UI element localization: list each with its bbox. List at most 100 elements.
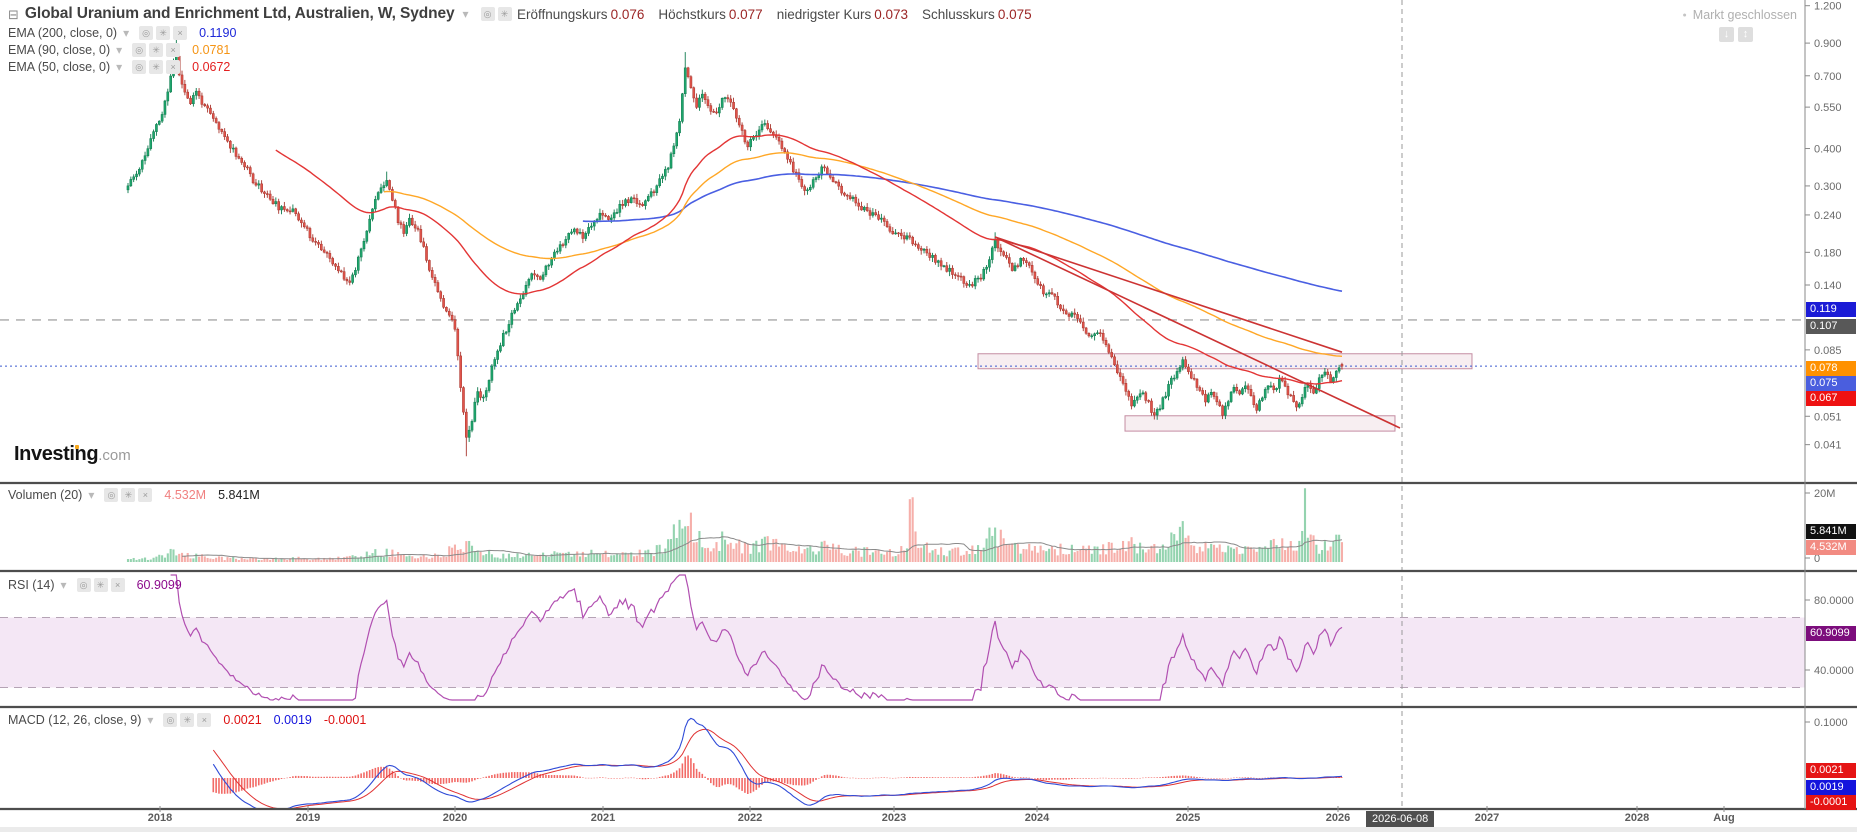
close-icon[interactable]: × xyxy=(166,60,181,74)
chevron-down-icon[interactable]: ▾ xyxy=(88,488,95,502)
macd-tick-label: 0.1000 xyxy=(1814,717,1848,729)
high-value: 0.077 xyxy=(728,7,763,22)
year-label: 2027 xyxy=(1474,812,1500,824)
ema50-value: 0.0672 xyxy=(192,60,231,74)
logo-suffix: .com xyxy=(98,447,131,464)
visibility-icon[interactable]: ◎ xyxy=(132,60,147,74)
macd-line xyxy=(212,717,1343,808)
legend-ema90: EMA (90, close, 0) ▾ ◎ ✳ × 0.0781 xyxy=(8,43,230,57)
symbol-buttons: ◎ ✳ xyxy=(480,7,512,21)
arrow-updown-icon[interactable]: ↕ xyxy=(1738,27,1753,42)
rsi-value: 60.9099 xyxy=(136,578,182,592)
symbol-header: ⊟ Global Uranium and Enrichment Ltd, Aus… xyxy=(8,5,512,23)
close-icon[interactable]: × xyxy=(197,713,212,727)
chevron-down-icon[interactable]: ▾ xyxy=(147,713,154,727)
settings-icon[interactable]: ✳ xyxy=(180,713,195,727)
rsi-band xyxy=(0,617,1805,688)
settings-icon[interactable]: ✳ xyxy=(497,7,512,21)
status-dot-icon: ● xyxy=(1682,11,1687,19)
close-icon[interactable]: × xyxy=(138,488,153,502)
close-label: Schlusskurs xyxy=(922,7,995,22)
price-tick-label: 0.900 xyxy=(1814,38,1842,50)
settings-icon[interactable]: ✳ xyxy=(121,488,136,502)
price-badge: 0.067 xyxy=(1806,390,1856,406)
year-label: Aug xyxy=(1713,812,1735,824)
close-value: 0.075 xyxy=(997,7,1032,22)
ema90-label[interactable]: EMA (90, close, 0) xyxy=(8,43,111,57)
ema90-line xyxy=(383,152,1343,357)
ema50-line xyxy=(275,134,1343,385)
macd-badge: 0.0021 xyxy=(1806,762,1856,778)
visibility-icon[interactable]: ◎ xyxy=(132,43,147,57)
arrow-down-icon[interactable]: ↓ xyxy=(1719,27,1734,42)
visibility-icon[interactable]: ◎ xyxy=(480,7,495,21)
legend-volume: Volumen (20) ▾ ◎ ✳ × 4.532M 5.841M xyxy=(8,488,260,502)
close-icon[interactable]: × xyxy=(173,26,188,40)
rsi-tick-label: 40.0000 xyxy=(1814,665,1854,677)
macd-badge: -0.0001 xyxy=(1806,794,1856,810)
volume-label[interactable]: Volumen (20) xyxy=(8,488,83,502)
ema200-value: 0.1190 xyxy=(199,26,237,40)
collapse-icon[interactable]: ⊟ xyxy=(8,6,19,22)
chevron-down-icon[interactable]: ▾ xyxy=(123,26,130,40)
rsi-label[interactable]: RSI (14) xyxy=(8,578,55,592)
macd-badge: 0.0019 xyxy=(1806,779,1856,795)
price-tick-label: 1.200 xyxy=(1814,1,1842,13)
visibility-icon[interactable]: ◎ xyxy=(163,713,178,727)
candles xyxy=(126,29,1344,457)
volume-badge: 4.532M xyxy=(1806,539,1856,555)
chevron-down-icon[interactable]: ▾ xyxy=(462,7,469,21)
low-value: 0.073 xyxy=(874,7,909,22)
chevron-down-icon[interactable]: ▾ xyxy=(116,60,123,74)
price-badge: 0.119 xyxy=(1806,301,1856,317)
trendline-2 xyxy=(994,236,1343,353)
price-badge: 0.107 xyxy=(1806,318,1856,334)
year-label: 2022 xyxy=(737,812,763,824)
price-tick-label: 0.180 xyxy=(1814,247,1842,259)
close-icon[interactable]: × xyxy=(166,43,181,57)
rsi-tick-label: 80.0000 xyxy=(1814,595,1854,607)
market-status: ● Markt geschlossen xyxy=(1683,8,1797,22)
visibility-icon[interactable]: ◎ xyxy=(76,578,91,592)
chevron-down-icon[interactable]: ▾ xyxy=(116,43,123,57)
visibility-icon[interactable]: ◎ xyxy=(139,26,154,40)
market-status-text: Markt geschlossen xyxy=(1692,8,1797,22)
rsi-line xyxy=(170,574,1343,701)
rsi-panel xyxy=(0,574,1805,701)
close-icon[interactable]: × xyxy=(110,578,125,592)
support-box xyxy=(1124,415,1396,432)
volume-bars xyxy=(126,488,1344,562)
settings-icon[interactable]: ✳ xyxy=(156,26,171,40)
ema90-value: 0.0781 xyxy=(192,43,231,57)
legend-rsi: RSI (14) ▾ ◎ ✳ × 60.9099 xyxy=(8,578,182,592)
macd-value-2: 0.0019 xyxy=(273,713,312,727)
trendline-1 xyxy=(994,236,1401,429)
price-badge: 0.075 xyxy=(1806,375,1856,391)
price-tick-label: 0.400 xyxy=(1814,144,1842,156)
year-label: 2025 xyxy=(1175,812,1201,824)
volume-ma-line xyxy=(181,536,1343,560)
settings-icon[interactable]: ✳ xyxy=(149,43,164,57)
volume-panel xyxy=(126,488,1344,562)
ema50-label[interactable]: EMA (50, close, 0) xyxy=(8,60,111,74)
visibility-icon[interactable]: ◎ xyxy=(104,488,119,502)
chevron-down-icon[interactable]: ▾ xyxy=(60,578,67,592)
price-tick-label: 0.700 xyxy=(1814,71,1842,83)
open-value: 0.076 xyxy=(610,7,645,22)
year-label: 2019 xyxy=(295,812,321,824)
scale-buttons: ↓ ↕ xyxy=(1719,27,1753,42)
price-tick-label: 0.300 xyxy=(1814,181,1842,193)
logo-orange-dot xyxy=(75,445,79,449)
volume-last-value: 5.841M xyxy=(218,488,260,502)
macd-label[interactable]: MACD (12, 26, close, 9) xyxy=(8,713,142,727)
ohlc-row: Eröffnungskurs 0.076 Höchstkurs 0.077 nied… xyxy=(517,7,1032,22)
settings-icon[interactable]: ✳ xyxy=(93,578,108,592)
volume-badge: 5.841M xyxy=(1806,523,1856,539)
symbol-title[interactable]: Global Uranium and Enrichment Ltd, Austr… xyxy=(24,5,455,22)
year-label: 2018 xyxy=(147,812,173,824)
ema200-label[interactable]: EMA (200, close, 0) xyxy=(8,26,118,40)
settings-icon[interactable]: ✳ xyxy=(149,60,164,74)
macd-value-1: 0.0021 xyxy=(223,713,262,727)
